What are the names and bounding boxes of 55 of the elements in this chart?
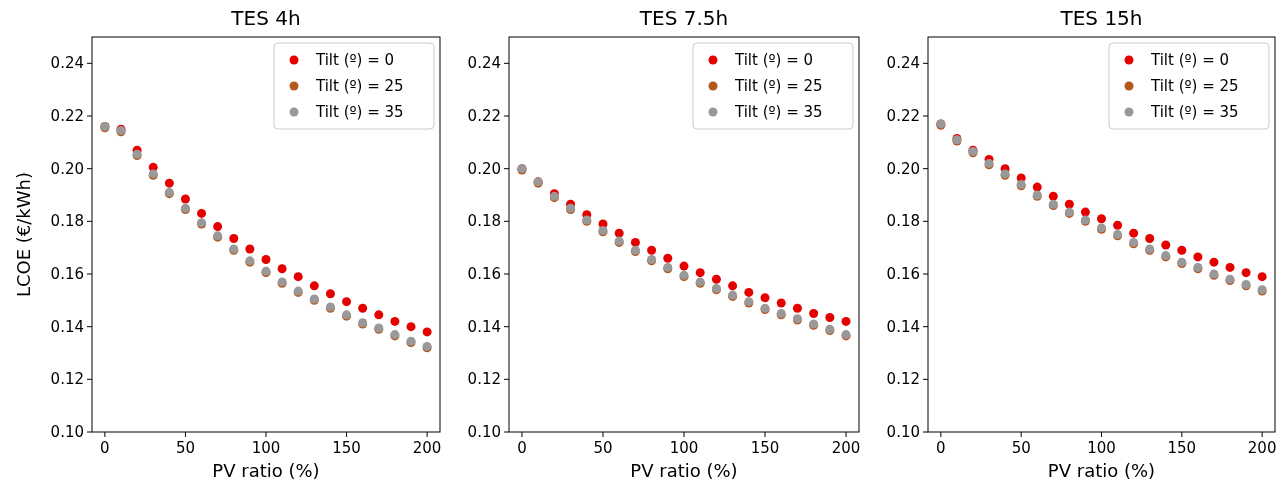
y-tick-label: 0.18 — [50, 212, 84, 231]
x-axis-title: PV ratio (%) — [212, 460, 320, 481]
x-axis-title: PV ratio (%) — [1047, 460, 1156, 481]
y-tick-label: 0.24 — [50, 54, 84, 73]
x-tick-label: 0 — [100, 439, 110, 457]
x-tick-label: 50 — [1011, 439, 1031, 457]
y-axis-title: LCOE (€/kWh) — [13, 171, 34, 298]
legend-label: Tilt (º) = 0 — [734, 51, 814, 69]
y-tick-label: 0.24 — [886, 54, 920, 73]
y-tick-label: 0.16 — [50, 265, 84, 283]
y-tick-label: 0.16 — [467, 265, 501, 283]
y-tick-label: 0.12 — [50, 370, 84, 389]
x-axis-title: PV ratio (%) — [630, 460, 738, 481]
legend-label: Tilt (º) = 35 — [315, 103, 404, 121]
chart-title: TES 7.5h — [638, 6, 729, 30]
x-tick-label: 150 — [1167, 439, 1197, 457]
chart-title: TES 4h — [230, 6, 301, 30]
x-tick-label: 100 — [1087, 439, 1116, 457]
y-tick-label: 0.14 — [886, 317, 920, 336]
legend-label: Tilt (º) = 35 — [1150, 103, 1239, 121]
y-tick-label: 0.14 — [467, 317, 501, 336]
x-tick-label: 0 — [517, 439, 527, 457]
legend-label: Tilt (º) = 25 — [1150, 77, 1239, 95]
legend-label: Tilt (º) = 25 — [315, 77, 404, 95]
legend-label: Tilt (º) = 35 — [734, 103, 823, 121]
y-tick-label: 0.10 — [50, 423, 84, 441]
x-tick-label: 200 — [412, 439, 442, 457]
y-tick-label: 0.22 — [50, 107, 84, 125]
y-tick-label: 0.22 — [467, 107, 501, 125]
x-tick-label: 50 — [175, 439, 195, 457]
y-tick-label: 0.16 — [886, 265, 920, 283]
legend-label: Tilt (º) = 0 — [315, 51, 395, 69]
y-tick-label: 0.14 — [50, 317, 84, 336]
x-tick-label: 100 — [669, 439, 699, 457]
y-tick-label: 0.20 — [467, 159, 501, 178]
x-tick-label: 200 — [831, 439, 861, 457]
y-tick-label: 0.12 — [886, 370, 920, 389]
x-tick-label: 0 — [936, 439, 946, 457]
chart-title: TES 15h — [1059, 6, 1143, 30]
y-tick-label: 0.20 — [50, 159, 84, 178]
x-tick-label: 200 — [1247, 439, 1277, 457]
x-tick-label: 150 — [750, 439, 780, 457]
legend-label: Tilt (º) = 25 — [734, 77, 823, 95]
y-tick-label: 0.18 — [467, 212, 501, 231]
x-tick-label: 100 — [251, 439, 281, 457]
y-tick-label: 0.12 — [467, 370, 501, 389]
y-tick-label: 0.10 — [467, 423, 501, 441]
x-tick-label: 50 — [593, 439, 613, 457]
y-tick-label: 0.18 — [886, 212, 920, 231]
y-tick-label: 0.20 — [886, 159, 920, 178]
y-tick-label: 0.22 — [886, 107, 920, 125]
y-tick-label: 0.10 — [886, 423, 920, 441]
y-tick-label: 0.24 — [467, 54, 501, 73]
legend-label: Tilt (º) = 0 — [1150, 51, 1230, 69]
x-tick-label: 150 — [332, 439, 361, 457]
